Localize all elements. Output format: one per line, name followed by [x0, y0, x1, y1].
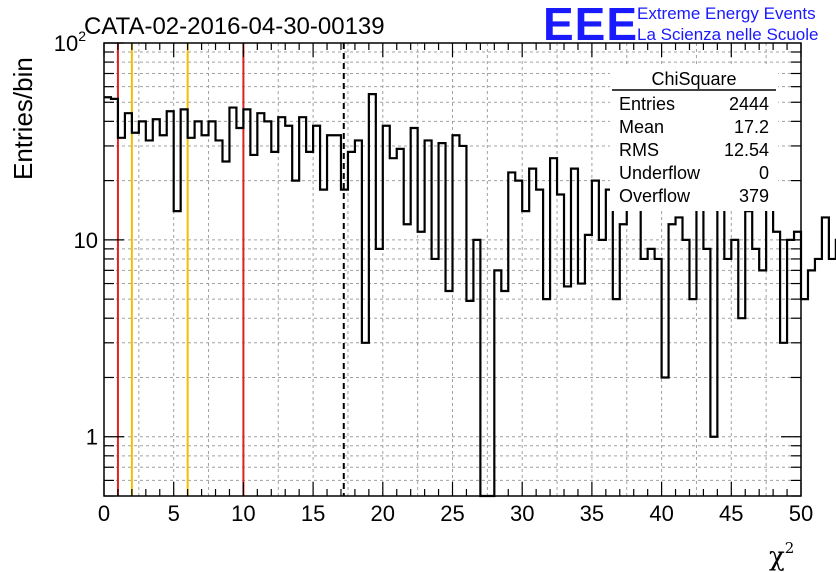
y-tick-label: 10 — [74, 228, 98, 253]
x-tick-label: 10 — [231, 501, 255, 526]
stats-row-value: 0 — [759, 163, 769, 183]
stats-row-value: 379 — [739, 186, 769, 206]
x-tick-label: 40 — [649, 501, 673, 526]
marker-lines — [116, 43, 345, 496]
x-tick-label: 5 — [168, 501, 180, 526]
x-axis-label: χ2 — [769, 539, 794, 572]
stats-row-label: Entries — [619, 94, 675, 114]
stats-box: ChiSquare Entries 2444 Mean 17.2 RMS 12.54 Und… — [610, 65, 778, 211]
y-tick-label-base: 1 — [86, 425, 98, 450]
y-tick-label-base: 10 — [74, 228, 98, 253]
x-axis-label-base: χ — [769, 542, 785, 572]
stats-row-label: Mean — [619, 117, 664, 137]
x-tick-labels: 0 5 10 15 20 25 30 35 40 45 50 — [98, 501, 813, 526]
x-tick-label: 30 — [510, 501, 534, 526]
logo-line-1: Extreme Energy Events — [637, 4, 816, 23]
stats-rows: Entries 2444 Mean 17.2 RMS 12.54 Underflow 0 Ove… — [619, 94, 769, 206]
y-axis-label: Entries/bin — [8, 57, 38, 180]
x-tick-label: 15 — [301, 501, 325, 526]
x-tick-label: 25 — [440, 501, 464, 526]
y-tick-label-base: 10 — [54, 31, 78, 56]
y-tick-label: 1 — [86, 425, 98, 450]
y-tick-label: 102 — [54, 28, 86, 56]
run-title: CATA-02-2016-04-30-00139 — [84, 13, 385, 40]
stats-row-value: 17.2 — [734, 117, 769, 137]
stats-title: ChiSquare — [651, 69, 736, 89]
eee-logo: EEE — [543, 0, 638, 50]
plot-frame — [103, 42, 802, 497]
histogram-step-line — [104, 93, 836, 498]
histogram-series — [104, 93, 836, 498]
stats-row-label: Underflow — [619, 163, 701, 183]
x-tick-label: 50 — [789, 501, 813, 526]
stats-row-value: 2444 — [729, 94, 769, 114]
x-tick-label: 35 — [580, 501, 604, 526]
x-axis-label-sup: 2 — [785, 539, 795, 557]
stats-row-label: RMS — [619, 140, 659, 160]
y-tick-label-sup: 2 — [78, 28, 86, 44]
stats-row-label: Overflow — [619, 186, 691, 206]
x-tick-label: 0 — [98, 501, 110, 526]
x-tick-label: 45 — [719, 501, 743, 526]
x-tick-label: 20 — [371, 501, 395, 526]
logo-line-2: La Scienza nelle Scuole — [637, 25, 818, 44]
stats-row-value: 12.54 — [724, 140, 769, 160]
